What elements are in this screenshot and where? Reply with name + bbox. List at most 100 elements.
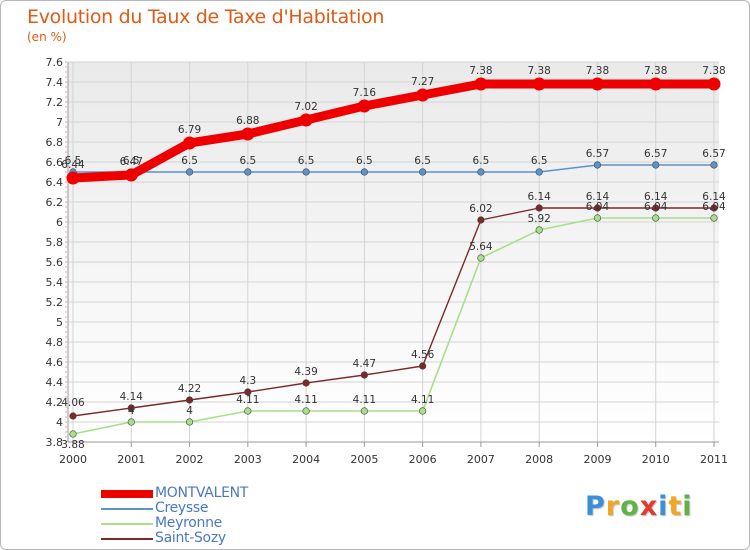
data-point (244, 407, 252, 415)
data-point (185, 418, 194, 426)
data-label: 7.38 (527, 65, 550, 77)
y-tick-label: 6.6 (46, 156, 64, 169)
data-point (652, 161, 660, 169)
data-label: 7.16 (353, 87, 377, 99)
data-point (360, 407, 368, 415)
y-tick-label: 5.8 (46, 236, 64, 249)
data-point (474, 77, 488, 91)
data-label: 6.5 (356, 155, 373, 167)
y-tick-label: 5 (56, 316, 63, 329)
data-point (127, 404, 135, 412)
data-label: 6.57 (644, 148, 667, 160)
data-label: 6.57 (702, 148, 725, 160)
data-point (535, 204, 543, 212)
data-point (66, 171, 80, 185)
data-label: 6.02 (469, 203, 492, 215)
data-point (710, 161, 718, 169)
data-point (477, 168, 485, 176)
data-point (69, 412, 77, 420)
x-tick-label: 2001 (117, 453, 145, 466)
data-point (419, 362, 427, 370)
y-tick-label: 6.8 (46, 136, 64, 149)
data-label: 6.5 (123, 155, 140, 167)
data-label: 6.57 (586, 148, 609, 160)
data-label: 7.38 (586, 65, 609, 77)
data-label: 6.5 (298, 155, 315, 167)
data-label: 4.3 (239, 375, 256, 387)
data-label: 4.47 (353, 358, 376, 370)
data-point (532, 77, 546, 91)
data-point (360, 371, 368, 379)
y-tick-label: 6.4 (46, 176, 64, 189)
data-label: 6.5 (473, 155, 490, 167)
data-point (357, 99, 371, 113)
data-label: 6.79 (178, 124, 201, 136)
series-line-montvalent (68, 79, 719, 183)
data-label: 6.14 (644, 191, 668, 203)
legend-label: Saint-Sozy (155, 530, 226, 546)
data-label: 6.44 (61, 159, 85, 171)
x-tick-label: 2009 (583, 453, 611, 466)
series-line-saint-sozy (72, 207, 715, 417)
data-label: 3.88 (61, 439, 84, 451)
data-label: 7.38 (644, 65, 667, 77)
data-label: 4.11 (294, 394, 317, 406)
data-point (652, 204, 660, 212)
data-label: 7.02 (294, 101, 317, 113)
data-label: 6.04 (644, 201, 668, 213)
data-point (127, 418, 135, 426)
data-label: 6.04 (586, 201, 610, 213)
y-tick-label: 4.6 (46, 356, 64, 369)
x-tick-label: 2002 (176, 453, 204, 466)
data-label: 7.38 (469, 65, 492, 77)
logo-letter: P (585, 491, 606, 522)
data-label: 6.14 (586, 191, 610, 203)
x-tick-label: 2005 (350, 453, 378, 466)
y-tick-label: 6.2 (46, 196, 64, 209)
logo-letter: t (668, 491, 683, 522)
data-point (124, 168, 138, 182)
y-tick-label: 4.2 (46, 396, 64, 409)
proxiti-logo: Proxiti (585, 491, 693, 522)
x-tick-label: 2008 (525, 453, 553, 466)
data-label: 4.11 (353, 394, 376, 406)
data-point (302, 379, 310, 387)
x-tick-label: 2010 (642, 453, 670, 466)
x-tick-label: 2000 (59, 453, 87, 466)
data-label: 6.14 (527, 191, 551, 203)
data-point (244, 168, 252, 176)
data-label: 7.27 (411, 76, 434, 88)
data-label: 4.11 (236, 394, 259, 406)
data-point (593, 214, 602, 222)
logo-letter: i (658, 491, 669, 522)
data-point (185, 168, 194, 176)
data-point (183, 136, 197, 150)
legend-label: Meyronne (155, 515, 222, 531)
data-point (360, 168, 368, 176)
x-tick-label: 2003 (234, 453, 262, 466)
data-label: 4.22 (178, 383, 201, 395)
data-label: 4 (186, 405, 193, 417)
data-point (69, 430, 77, 438)
logo-letter: r (605, 491, 621, 522)
series (66, 77, 721, 438)
y-tick-label: 4.8 (46, 336, 64, 349)
y-tick-label: 6 (56, 216, 63, 229)
data-label: 4.06 (61, 397, 85, 409)
x-tick-label: 2007 (467, 453, 495, 466)
data-label: 6.5 (531, 155, 548, 167)
data-label: 6.14 (702, 191, 726, 203)
data-label: 6.5 (65, 155, 82, 167)
series-line-meyronne (72, 217, 715, 435)
grid (68, 61, 719, 443)
data-point (707, 77, 721, 91)
y-tick-label: 7.2 (46, 96, 64, 109)
data-point (593, 161, 602, 169)
data-point (710, 204, 718, 212)
data-point (593, 204, 602, 212)
y-tick-label: 7.4 (46, 76, 64, 89)
data-label: 6.5 (239, 155, 256, 167)
data-point (535, 168, 543, 176)
